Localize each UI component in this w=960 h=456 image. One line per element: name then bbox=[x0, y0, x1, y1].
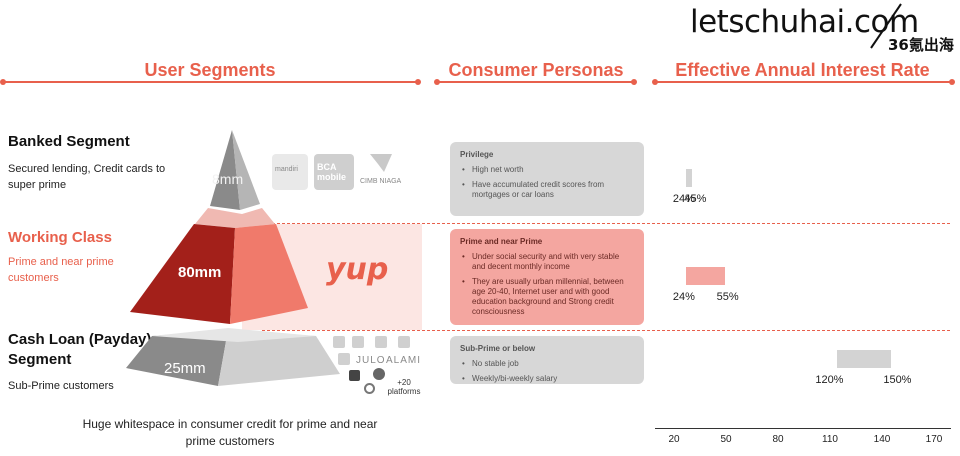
platform-logo bbox=[373, 368, 385, 380]
pyramid-mid-right-face bbox=[230, 224, 308, 324]
separator-top bbox=[262, 223, 950, 224]
rate-high-label: 150% bbox=[883, 374, 912, 386]
separator-bottom bbox=[262, 330, 950, 331]
segment-pyramid bbox=[126, 130, 340, 386]
header-rule bbox=[3, 81, 417, 83]
banked-segment-desc: Secured lending, Credit cards to super p… bbox=[8, 163, 166, 191]
interest-rate-title: Effective Annual Interest Rate bbox=[675, 60, 930, 80]
cimb-niaga-logo: CIMB NIAGA bbox=[360, 178, 402, 185]
persona-point: Weekly/bi-weekly salary bbox=[460, 374, 634, 384]
yup-logo: yup bbox=[326, 252, 389, 287]
julo-logo: JULO bbox=[356, 355, 386, 366]
working-class-title: Working Class bbox=[8, 229, 112, 246]
alami-logo: ALAMI bbox=[386, 355, 422, 366]
persona-point: High net worth bbox=[460, 165, 634, 175]
rate-low-label: 24% bbox=[672, 193, 695, 205]
x-tick-label: 110 bbox=[822, 434, 838, 445]
persona-card-privilege: Privilege High net worth Have accumulate… bbox=[450, 142, 644, 216]
cimb-icon bbox=[370, 154, 392, 172]
x-tick-label: 20 bbox=[668, 434, 680, 445]
pyramid-label-bottom: 25mm bbox=[164, 360, 206, 377]
persona-point: They are usually urban millennial, betwe… bbox=[460, 277, 634, 317]
rate-high-label: 45% bbox=[684, 193, 707, 205]
pyramid-bottom-top-face bbox=[152, 328, 316, 342]
platform-logo bbox=[333, 336, 345, 348]
persona-card-subprime: Sub-Prime or below No stable job Weekly/… bbox=[450, 336, 644, 384]
persona-card-prime: Prime and near Prime Under social securi… bbox=[450, 229, 644, 325]
user-segments-title: User Segments bbox=[144, 60, 276, 80]
header-rule bbox=[655, 81, 951, 83]
watermark-subtext: 36氪出海 bbox=[888, 36, 954, 54]
working-class-desc: Prime and near prime customers bbox=[8, 256, 114, 284]
payday-segment-title: Cash Loan (Payday) Segment bbox=[8, 331, 152, 368]
rate-low-label: 120% bbox=[815, 374, 844, 386]
persona-point: No stable job bbox=[460, 359, 634, 369]
pyramid-mid-left-face bbox=[130, 224, 235, 324]
footnote: Huge whitespace in consumer credit for p… bbox=[82, 417, 378, 448]
pyramid-top-right-face bbox=[232, 130, 260, 210]
rate-range-bar bbox=[685, 169, 693, 187]
x-tick-label: 80 bbox=[772, 434, 784, 445]
persona-title: Privilege bbox=[460, 150, 494, 159]
platform-logo bbox=[364, 383, 375, 394]
pyramid-top-left-face bbox=[210, 130, 240, 210]
rate-range-bar bbox=[837, 350, 892, 368]
header-dot bbox=[631, 79, 637, 85]
header-rule bbox=[437, 81, 633, 83]
persona-title: Prime and near Prime bbox=[460, 237, 543, 246]
platform-logo bbox=[398, 336, 410, 348]
x-axis-line bbox=[655, 428, 951, 429]
pyramid-label-top: 8mm bbox=[212, 171, 244, 187]
platform-logo bbox=[375, 336, 387, 348]
x-tick-label: 50 bbox=[720, 434, 732, 445]
persona-title: Sub-Prime or below bbox=[460, 344, 536, 353]
pyramid-collar bbox=[195, 208, 275, 228]
consumer-personas-title: Consumer Personas bbox=[448, 60, 624, 80]
platform-logo bbox=[349, 370, 360, 381]
payday-segment-desc: Sub-Prime customers bbox=[8, 380, 114, 392]
platform-logo bbox=[352, 336, 364, 348]
persona-point: Under social security and with very stab… bbox=[460, 252, 634, 272]
platform-logo bbox=[338, 353, 350, 365]
more-platforms-label: +20 platforms bbox=[387, 378, 421, 396]
bca-mobile-logo: BCA mobile bbox=[314, 154, 354, 190]
rate-low-label: 24% bbox=[672, 291, 695, 303]
header-dot bbox=[415, 79, 421, 85]
x-tick-label: 170 bbox=[925, 434, 943, 445]
mandiri-logo: mandiri bbox=[272, 154, 308, 190]
banked-segment-title: Banked Segment bbox=[8, 133, 130, 150]
pyramid-label-middle: 80mm bbox=[178, 264, 222, 281]
pyramid-bottom-left-face bbox=[126, 330, 228, 386]
rate-range-bar bbox=[685, 267, 725, 285]
header-dot bbox=[949, 79, 955, 85]
pyramid-bottom-right-face bbox=[218, 330, 340, 386]
x-tick-label: 140 bbox=[873, 434, 891, 445]
rate-high-label: 55% bbox=[716, 291, 739, 303]
watermark-slash-icon bbox=[870, 3, 902, 49]
persona-point: Have accumulated credit scores from mort… bbox=[460, 180, 634, 200]
